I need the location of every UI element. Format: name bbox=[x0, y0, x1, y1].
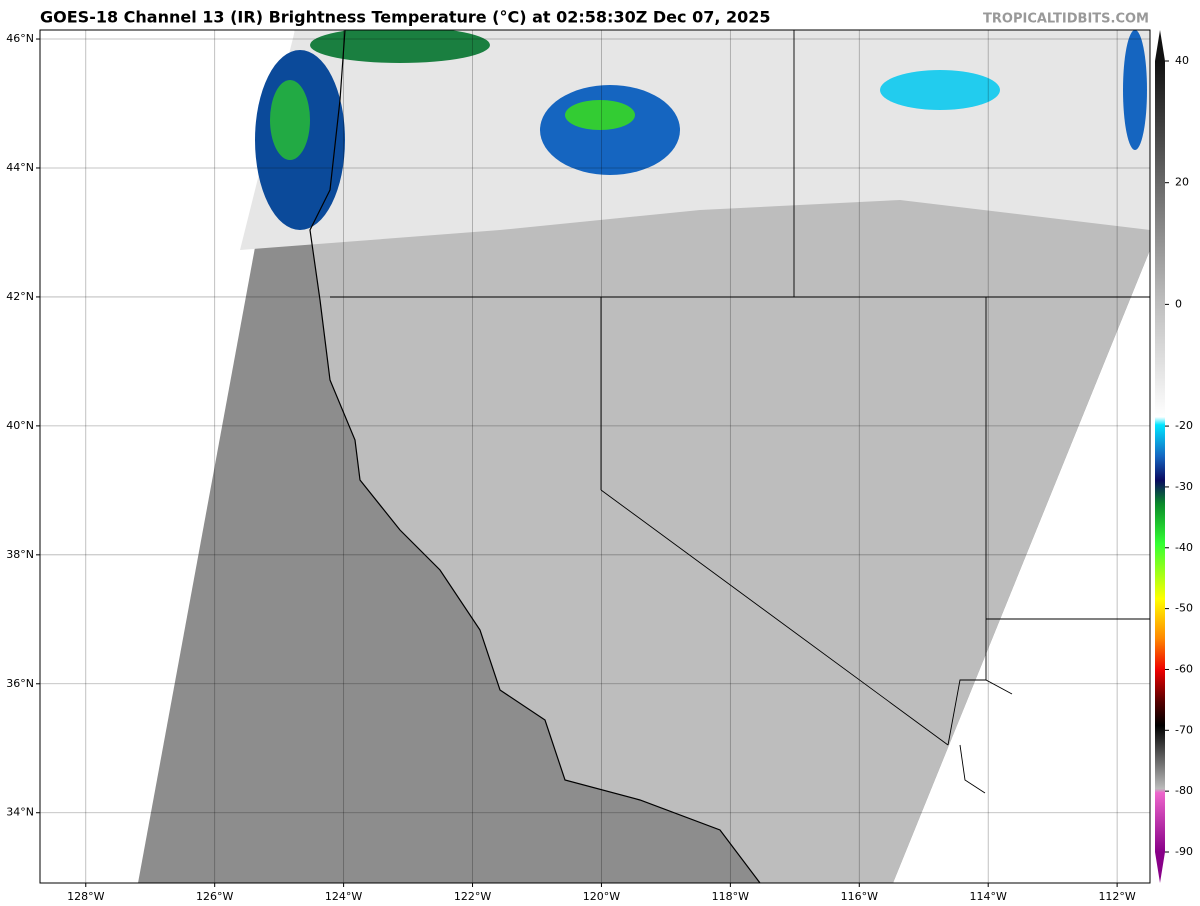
colorbar bbox=[1155, 30, 1165, 883]
lat-label: 46°N bbox=[6, 32, 34, 45]
colorbar-label: -70 bbox=[1175, 723, 1193, 736]
colorbar-label: -90 bbox=[1175, 845, 1193, 858]
lat-label: 34°N bbox=[6, 806, 34, 819]
lon-label: 118°W bbox=[712, 890, 749, 903]
cloud-cold bbox=[310, 30, 490, 63]
title: GOES-18 Channel 13 (IR) Brightness Tempe… bbox=[40, 8, 771, 27]
cloud-cold bbox=[1123, 30, 1147, 150]
cloud-cold bbox=[565, 100, 635, 130]
lon-label: 124°W bbox=[325, 890, 362, 903]
colorbar-label: -50 bbox=[1175, 602, 1193, 615]
swath-land bbox=[310, 30, 1150, 883]
lat-label: 36°N bbox=[6, 677, 34, 690]
lat-label: 44°N bbox=[6, 161, 34, 174]
lon-label: 126°W bbox=[196, 890, 233, 903]
cloud-cold bbox=[540, 85, 680, 175]
colorbar-label: -20 bbox=[1175, 419, 1193, 432]
imagery bbox=[138, 30, 1150, 883]
colorbar-extend bbox=[1155, 852, 1165, 883]
lon-label: 116°W bbox=[841, 890, 878, 903]
lon-label: 114°W bbox=[970, 890, 1007, 903]
colorbar-label: -80 bbox=[1175, 784, 1193, 797]
lat-label: 42°N bbox=[6, 290, 34, 303]
colorbar-extend bbox=[1155, 30, 1165, 61]
lat-label: 38°N bbox=[6, 548, 34, 561]
credit: TROPICALTIDBITS.COM bbox=[983, 12, 1149, 27]
colorbar-label: 20 bbox=[1175, 176, 1189, 189]
colorbar-body bbox=[1155, 61, 1165, 852]
colorbar-label: -60 bbox=[1175, 662, 1193, 675]
lon-label: 120°W bbox=[583, 890, 620, 903]
cloud-cold bbox=[880, 70, 1000, 110]
lon-label: 122°W bbox=[454, 890, 491, 903]
colorbar-label: 40 bbox=[1175, 54, 1189, 67]
map-frame bbox=[39, 29, 1151, 884]
coastline bbox=[309, 30, 761, 883]
lon-label: 112°W bbox=[1098, 890, 1135, 903]
colorbar-label: -30 bbox=[1175, 480, 1193, 493]
colorbar-label: 0 bbox=[1175, 297, 1182, 310]
lat-label: 40°N bbox=[6, 419, 34, 432]
graticule bbox=[40, 30, 1150, 883]
borders bbox=[330, 30, 1150, 794]
cloud-cold bbox=[270, 80, 310, 160]
lon-label: 128°W bbox=[67, 890, 104, 903]
colorbar-label: -40 bbox=[1175, 541, 1193, 554]
